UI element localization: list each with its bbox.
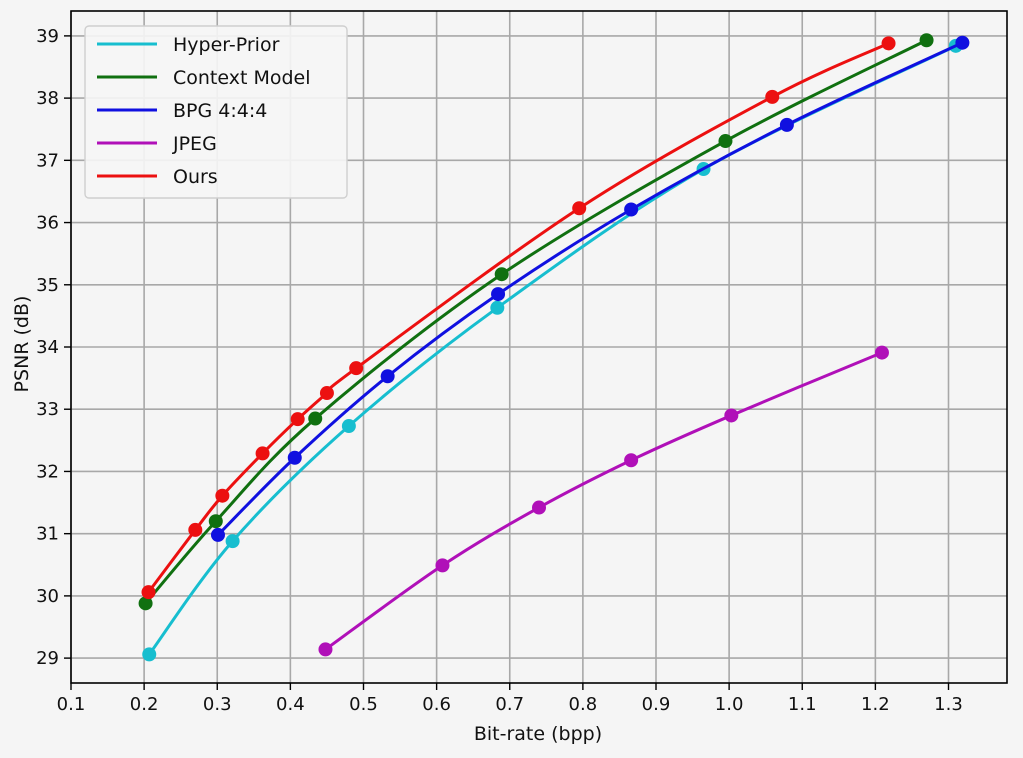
data-point-ours <box>141 585 156 600</box>
legend-label-ours: Ours <box>173 166 218 188</box>
data-point-bpg-4-4-4 <box>380 369 395 384</box>
y-tick-label: 36 <box>36 213 59 234</box>
y-tick-label: 37 <box>36 150 59 171</box>
x-tick-label: 1.3 <box>934 694 963 715</box>
legend-label-hyper-prior: Hyper-Prior <box>173 34 280 56</box>
data-point-ours <box>188 522 203 537</box>
data-point-hyper-prior <box>490 300 505 315</box>
data-point-jpeg <box>624 453 639 468</box>
legend: Hyper-Prior Context Model BPG 4:4:4 JPEG Our… <box>84 25 348 199</box>
data-point-ours <box>765 89 780 104</box>
series-layer <box>138 33 970 662</box>
data-point-bpg-4-4-4 <box>210 527 225 542</box>
legend-label-context-model: Context Model <box>173 67 311 89</box>
data-point-context-model <box>138 596 153 611</box>
data-point-jpeg <box>435 558 450 573</box>
series-jpeg <box>318 345 889 657</box>
data-point-hyper-prior <box>225 534 240 549</box>
y-tick-label: 34 <box>36 337 59 358</box>
legend-box <box>84 25 348 199</box>
x-tick-label: 1.0 <box>715 694 744 715</box>
data-point-bpg-4-4-4 <box>624 202 639 217</box>
series-line-jpeg <box>323 351 884 651</box>
data-point-ours <box>881 36 896 51</box>
x-tick-label: 0.2 <box>130 694 159 715</box>
y-tick-label: 32 <box>36 461 59 482</box>
data-point-ours <box>255 446 270 461</box>
data-point-hyper-prior <box>142 647 157 662</box>
data-point-context-model <box>308 411 323 426</box>
data-point-bpg-4-4-4 <box>779 117 794 132</box>
x-tick-label: 0.6 <box>422 694 451 715</box>
x-tick-label: 0.3 <box>203 694 232 715</box>
y-tick-label: 31 <box>36 524 59 545</box>
data-point-ours <box>215 488 230 503</box>
data-point-hyper-prior <box>341 419 356 434</box>
x-tick-label: 0.1 <box>57 694 86 715</box>
data-point-context-model <box>718 134 733 149</box>
data-point-ours <box>319 386 334 401</box>
data-point-ours <box>290 412 305 427</box>
y-tick-label: 29 <box>36 648 59 669</box>
data-point-context-model <box>208 514 223 529</box>
tick-labels: 0.1 0.2 0.3 0.4 0.5 0.6 0.7 0.8 0.9 1.0 1.1 1.2 1.3 2… <box>36 26 963 715</box>
x-axis-label: Bit-rate (bpp) <box>474 723 602 745</box>
y-tick-label: 38 <box>36 88 59 109</box>
x-tick-label: 0.9 <box>642 694 671 715</box>
x-tick-label: 1.2 <box>861 694 890 715</box>
data-point-ours <box>349 361 364 376</box>
axes <box>64 10 1008 690</box>
data-point-bpg-4-4-4 <box>491 287 506 302</box>
data-point-jpeg <box>532 500 546 515</box>
grid <box>70 11 1007 683</box>
data-point-jpeg <box>724 408 739 423</box>
y-tick-label: 33 <box>36 399 59 420</box>
series-ours <box>141 36 896 600</box>
x-tick-label: 0.5 <box>349 694 378 715</box>
x-tick-label: 1.1 <box>788 694 817 715</box>
legend-label-bpg-4-4-4: BPG 4:4:4 <box>173 100 267 122</box>
data-point-jpeg <box>874 345 889 360</box>
data-point-context-model <box>494 267 509 282</box>
y-tick-label: 39 <box>36 26 59 47</box>
data-point-jpeg <box>318 642 333 657</box>
series-bpg-4-4-4 <box>210 35 970 542</box>
y-tick-label: 30 <box>36 586 59 607</box>
x-tick-label: 0.7 <box>495 694 524 715</box>
y-axis-label: PSNR (dB) <box>11 296 33 393</box>
y-tick-label: 35 <box>36 275 59 296</box>
data-point-bpg-4-4-4 <box>955 35 970 50</box>
data-point-bpg-4-4-4 <box>287 450 302 465</box>
x-tick-label: 0.4 <box>276 694 305 715</box>
x-tick-label: 0.8 <box>569 694 598 715</box>
legend-label-jpeg: JPEG <box>172 133 217 155</box>
series-context-model <box>138 33 934 611</box>
data-point-context-model <box>919 33 934 48</box>
data-point-ours <box>572 201 587 216</box>
